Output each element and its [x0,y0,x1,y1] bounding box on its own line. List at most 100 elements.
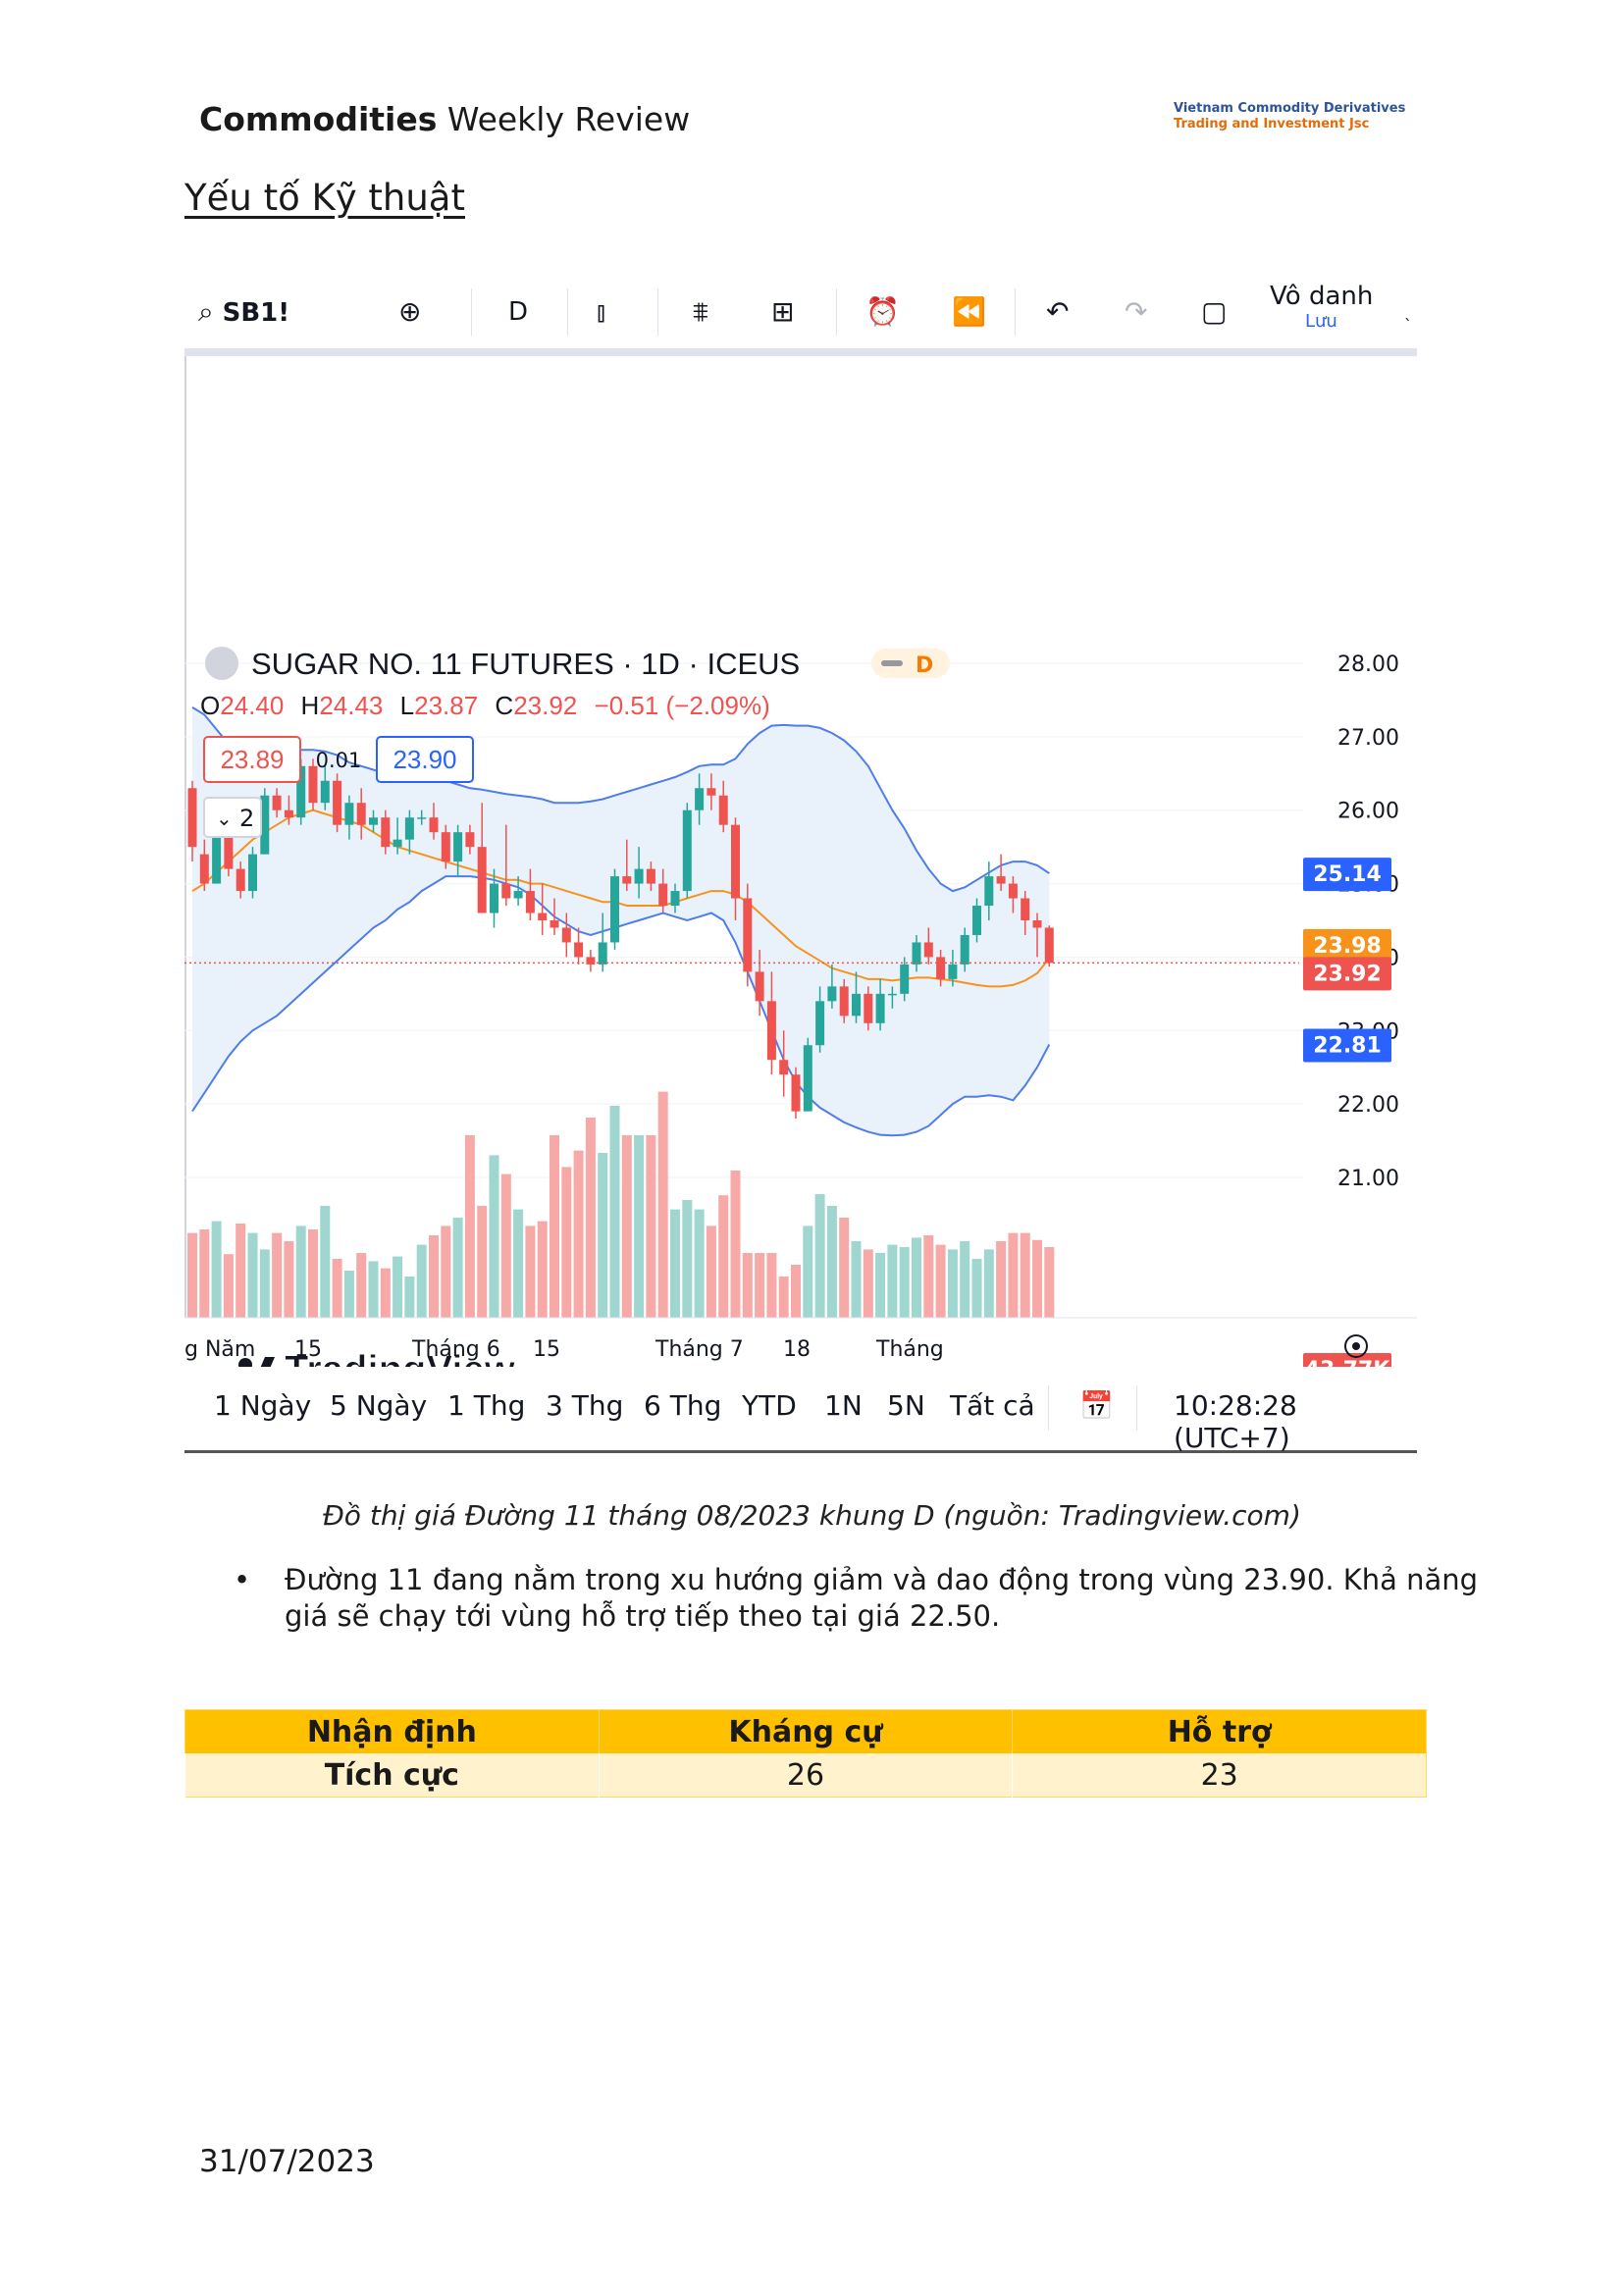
time-axis-tick: 15 [294,1337,322,1362]
account-name[interactable]: Vô danh [1270,282,1374,311]
indicators-toggle[interactable] [203,797,262,838]
candle [791,1067,801,1120]
range-button[interactable]: YTD [742,1389,797,1422]
range-button[interactable]: 6 Thg [644,1389,722,1422]
table-header-cell: Hỗ trợ [1012,1709,1427,1753]
volume-bar [332,1259,342,1318]
replay-icon[interactable]: ⏪ [952,295,986,328]
volume-bar [983,1249,994,1318]
add-symbol-icon[interactable]: ⊕ [398,295,422,328]
layout-icon[interactable]: ▢ [1201,295,1228,328]
company-logo-text: Vietnam Commodity Derivatives Trading an… [1174,101,1406,131]
volume-bar [416,1244,427,1318]
volume-bar [694,1209,705,1318]
range-button[interactable]: 1N [824,1389,863,1422]
candle [199,839,209,892]
candle [743,883,753,987]
chevron-down-icon[interactable]: ˎ [1404,302,1412,321]
volume-bar [912,1237,921,1318]
volume-bar [513,1209,524,1318]
price-axis-tick: 22.00 [1337,1093,1399,1118]
volume-bar [657,1091,668,1318]
range-button[interactable]: 3 Thg [546,1389,624,1422]
candle [441,824,450,869]
calendar-icon[interactable]: 📅 [1079,1389,1114,1422]
range-button[interactable]: 1 Ngày [214,1389,312,1422]
symbol-logo-icon [205,647,238,680]
candle [513,876,523,907]
candle [646,861,655,892]
candle [598,913,607,972]
price-axis-tick: 28.00 [1337,652,1399,677]
interval-button[interactable]: D [508,297,529,327]
alert-icon[interactable]: ⏰ [865,295,900,328]
candle [682,803,692,899]
candle [344,795,354,840]
candle [248,847,257,899]
price-chart[interactable]: 28.0027.0026.0025.0024.0023.0022.0021.00… [184,356,1417,1367]
candle [272,788,282,818]
symbol-search-button[interactable]: ⌕ SB1! [198,295,290,328]
volume-bar [452,1218,463,1318]
volume-bar [1032,1239,1042,1318]
candle [960,927,969,972]
volume-bar [223,1254,234,1318]
candle [815,986,825,1053]
volume-bar [320,1206,331,1318]
chart-clock[interactable]: 10:28:28 (UTC+7) [1174,1389,1297,1454]
volume-bar [947,1249,958,1318]
candle [827,964,837,1009]
table-header-cell: Nhận định [184,1709,600,1753]
volume-bar [380,1268,391,1318]
bollinger-upper-line [191,706,1050,893]
volume-bar [284,1241,294,1318]
table-cell: 23 [1012,1753,1427,1798]
ohlc-legend: O24.40 H24.43 L23.87 C23.92 −0.51 (−2.09… [200,691,770,720]
candle [984,861,994,920]
volume-bar [899,1247,910,1318]
candle [622,839,632,892]
range-button[interactable]: 5N [887,1389,925,1422]
volume-bar [960,1241,970,1318]
candle [417,809,427,825]
volume-price-label [1303,1353,1391,1367]
save-label[interactable]: Lưu [1305,311,1337,332]
volume-bar [682,1200,693,1318]
volume-bar [670,1209,680,1318]
bollinger-band-fill [192,706,1050,1136]
volume-bar [646,1135,656,1318]
candle-style-icon[interactable]: ⫾ [597,295,605,328]
time-axis-tick: 18 [783,1337,811,1362]
redo-icon[interactable]: ↷ [1125,295,1148,328]
candle [453,824,463,877]
volume-bar [272,1232,283,1318]
volume-bar [1008,1232,1019,1318]
svg-text:2: 2 [239,805,254,832]
undo-icon[interactable]: ↶ [1046,295,1070,328]
footer-date: 31/07/2023 [199,2144,375,2179]
candle [538,883,548,935]
volume-bar [187,1232,197,1318]
settings-gear-icon[interactable] [1344,1334,1368,1358]
range-button[interactable]: 5 Ngày [330,1389,428,1422]
candle [284,795,293,825]
range-button[interactable]: 1 Thg [447,1389,526,1422]
templates-icon[interactable]: ⊞ [771,295,795,328]
volume-bar [875,1253,886,1318]
candle [187,780,197,862]
range-button[interactable]: Tất cả [950,1389,1035,1422]
candle [356,788,366,840]
svg-text:TradingView: TradingView [285,1348,516,1367]
volume-bar [356,1253,367,1318]
buy-button[interactable] [376,736,474,783]
candle [465,824,475,855]
recommendation-table: Nhận định Kháng cự Hỗ trợ Tích cực 26 23 [184,1709,1427,1798]
sell-button[interactable] [203,736,301,783]
volume-bar [971,1259,982,1318]
volume-bar [634,1135,645,1318]
volume-bar [598,1153,608,1318]
candle [803,1037,812,1112]
volume-bar [550,1135,559,1318]
indicators-icon[interactable]: ⩨ [693,295,708,328]
table-header-cell: Kháng cự [598,1709,1013,1753]
